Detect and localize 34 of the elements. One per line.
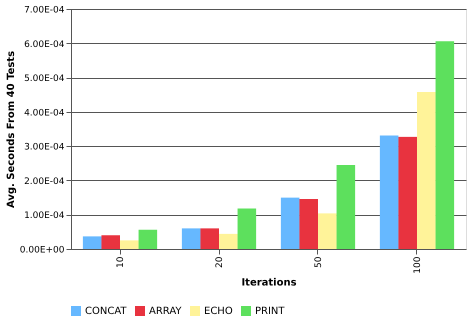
y-tick-label: 6.00E-04 [24,40,65,50]
x-tick-label: 100 [412,256,423,274]
bar [138,230,158,249]
bar [101,235,120,249]
bar [380,136,398,249]
y-tick-label: 5.00E-04 [24,74,65,84]
bar [299,198,318,249]
x-tick-label: 10 [116,256,126,268]
bar [280,198,300,249]
x-tick-label: 50 [314,256,324,268]
legend-label: CONCAT [85,306,128,317]
bar [238,208,256,249]
legend-label: ARRAY [149,306,182,317]
bar [219,234,238,249]
bar [120,240,139,249]
y-tick-label: 2.00E-04 [24,176,65,187]
bar [318,213,337,249]
bar [436,41,454,249]
bar [182,228,200,249]
x-axis-title: Iterations [241,278,297,289]
y-tick-label: 4.00E-04 [24,108,65,118]
x-tick-label: 20 [215,256,225,268]
y-tick-label: 1.00E-04 [24,211,65,222]
bar [200,228,219,249]
bar [416,92,436,249]
y-tick-label: 0.00E+00 [20,246,65,256]
y-tick-label: 3.00E-04 [24,142,65,153]
y-axis-title: Avg. Seconds From 40 Tests [6,50,17,208]
bar [82,236,102,249]
y-tick-label: 7.00E-04 [24,6,65,16]
legend-label: ECHO [204,306,233,317]
bar [336,165,356,249]
legend-label: PRINT [255,306,286,317]
bar [398,136,417,249]
